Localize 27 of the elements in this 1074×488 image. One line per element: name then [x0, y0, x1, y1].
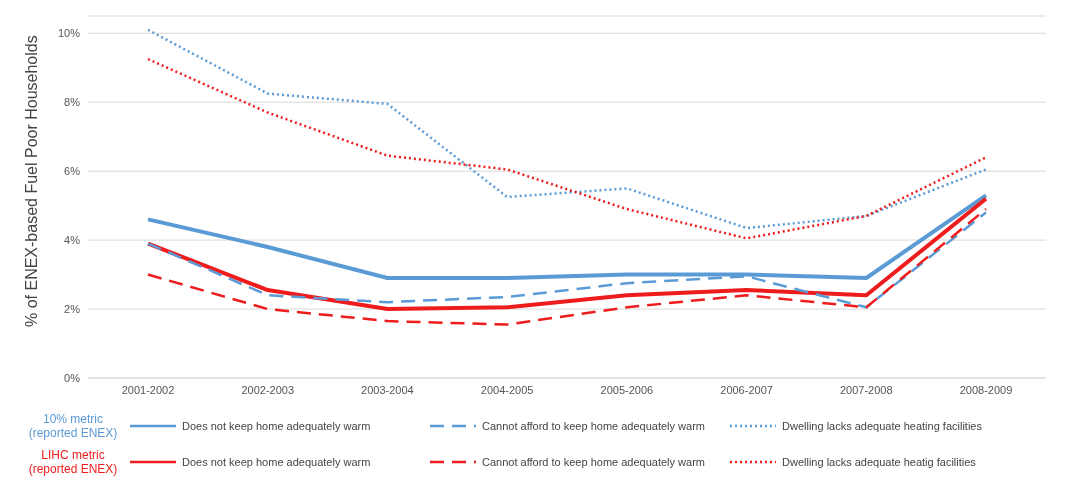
line-series [146, 28, 988, 230]
y-tick-label: 2% [64, 302, 81, 315]
y-axis-title: % of ENEX-based Fuel Poor Households [22, 35, 40, 327]
y-tick-label: 8% [64, 96, 81, 109]
legend-label: Cannot afford to keep home adequately warm [482, 456, 705, 468]
x-tick-label: 2002-2003 [241, 383, 295, 396]
legend-label: Cannot afford to keep home adequately warm [482, 420, 705, 432]
y-tick-label: 4% [64, 234, 81, 246]
legend-label: Does not keep home adequately warm [182, 456, 371, 468]
y-tick-label: 0% [64, 371, 81, 384]
x-tick-label: 2008-2009 [959, 383, 1013, 396]
line-series [146, 207, 988, 326]
x-tick-label: 2001-2002 [121, 383, 175, 396]
text: 10% metric (reported ENEX) [27, 412, 119, 440]
legend-label: Dwelling lacks adequate heatig facilities [782, 456, 976, 468]
line-series [146, 57, 988, 240]
text: LIHC metric (reported ENEX) [27, 448, 119, 476]
x-tick-label: 2004-2005 [480, 383, 534, 396]
legend-label: Does not keep home adequately warm [182, 420, 371, 432]
x-tick-label: 2007-2008 [839, 383, 893, 396]
line-series [146, 196, 988, 312]
x-tick-label: 2006-2007 [720, 383, 773, 396]
x-tick-label: 2003-2004 [361, 383, 414, 396]
y-tick-label: 6% [64, 165, 81, 178]
legend-label: Dwelling lacks adequate heating facilities [782, 420, 982, 432]
y-tick-label: 10% [57, 27, 81, 40]
x-tick-label: 2005-2006 [600, 383, 654, 396]
